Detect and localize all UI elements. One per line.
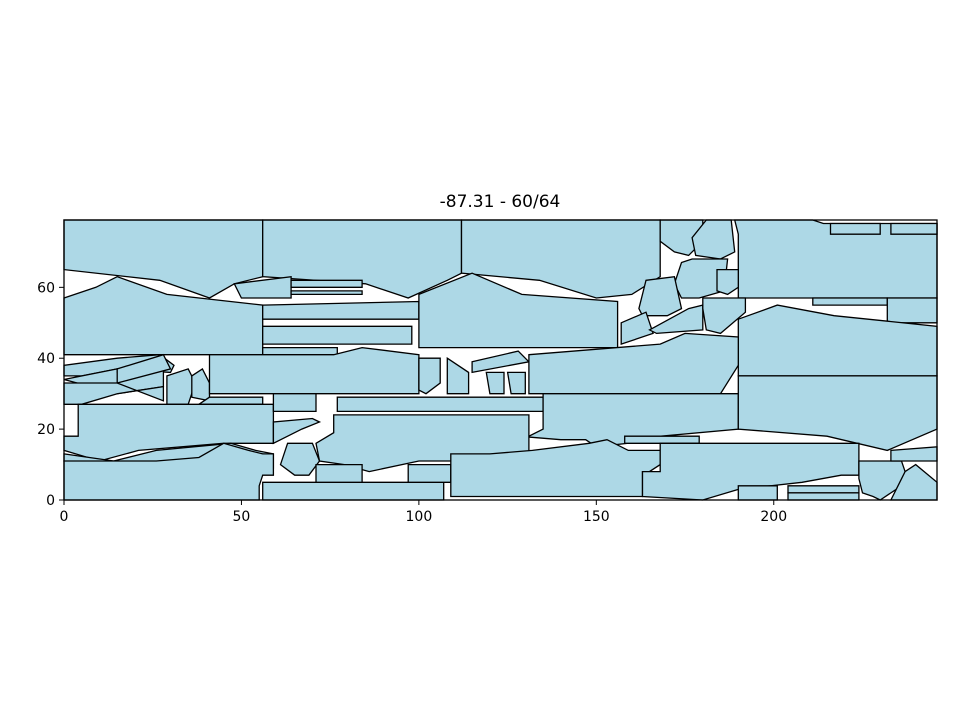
piece-42 xyxy=(336,396,544,413)
piece-4 xyxy=(63,275,264,356)
piece-38 xyxy=(506,371,526,395)
piece-9 xyxy=(233,275,292,299)
piece-37 xyxy=(485,371,505,395)
piece-60 xyxy=(890,446,938,462)
plot-frame xyxy=(63,219,938,501)
y-axis: 0 20 40 60 xyxy=(37,280,64,509)
x-tick-label: 200 xyxy=(760,509,787,525)
y-tick-label: 40 xyxy=(37,351,55,367)
pieces-layer xyxy=(63,219,938,501)
piece-7 xyxy=(262,346,338,356)
x-tick-label: 100 xyxy=(406,509,433,525)
piece-52 xyxy=(315,463,363,483)
piece-48 xyxy=(279,442,321,476)
piece-19 xyxy=(638,275,683,317)
piece-56 xyxy=(737,485,778,501)
y-tick-label: 0 xyxy=(46,493,55,509)
piece-41 xyxy=(272,393,317,413)
piece-58 xyxy=(787,492,860,501)
piece-21 xyxy=(648,304,704,335)
piece-47 xyxy=(272,417,322,445)
piece-29 xyxy=(63,382,165,405)
y-tick-label: 60 xyxy=(37,280,55,296)
piece-33 xyxy=(208,346,420,395)
piece-57 xyxy=(787,485,860,494)
piece-28 xyxy=(116,353,172,384)
piece-23 xyxy=(812,297,888,306)
piece-31 xyxy=(191,367,211,402)
piece-22 xyxy=(702,297,747,335)
x-tick-label: 50 xyxy=(233,509,251,525)
piece-34 xyxy=(418,357,441,395)
piece-5 xyxy=(262,300,420,320)
piece-10 xyxy=(290,279,363,288)
x-tick-label: 0 xyxy=(60,509,69,525)
piece-17 xyxy=(673,258,729,299)
piece-6 xyxy=(262,325,413,345)
chart-title: -87.31 - 60/64 xyxy=(440,192,561,212)
piece-30 xyxy=(166,368,197,405)
piece-18 xyxy=(716,268,739,296)
piece-15 xyxy=(829,222,881,235)
x-axis: 0 50 100 150 200 xyxy=(60,500,787,525)
piece-53 xyxy=(407,463,452,483)
piece-16 xyxy=(890,222,938,235)
piece-1 xyxy=(63,219,264,299)
y-tick-label: 20 xyxy=(37,422,55,438)
piece-11 xyxy=(290,290,363,296)
piece-8 xyxy=(418,272,619,349)
piece-36 xyxy=(471,350,531,374)
piece-32 xyxy=(196,396,264,405)
piece-35 xyxy=(446,356,470,395)
piece-51 xyxy=(262,481,445,501)
piece-20 xyxy=(620,311,654,346)
piece-44 xyxy=(737,375,938,452)
piece-24 xyxy=(886,297,938,324)
x-tick-label: 150 xyxy=(583,509,610,525)
piece-45 xyxy=(624,435,700,444)
